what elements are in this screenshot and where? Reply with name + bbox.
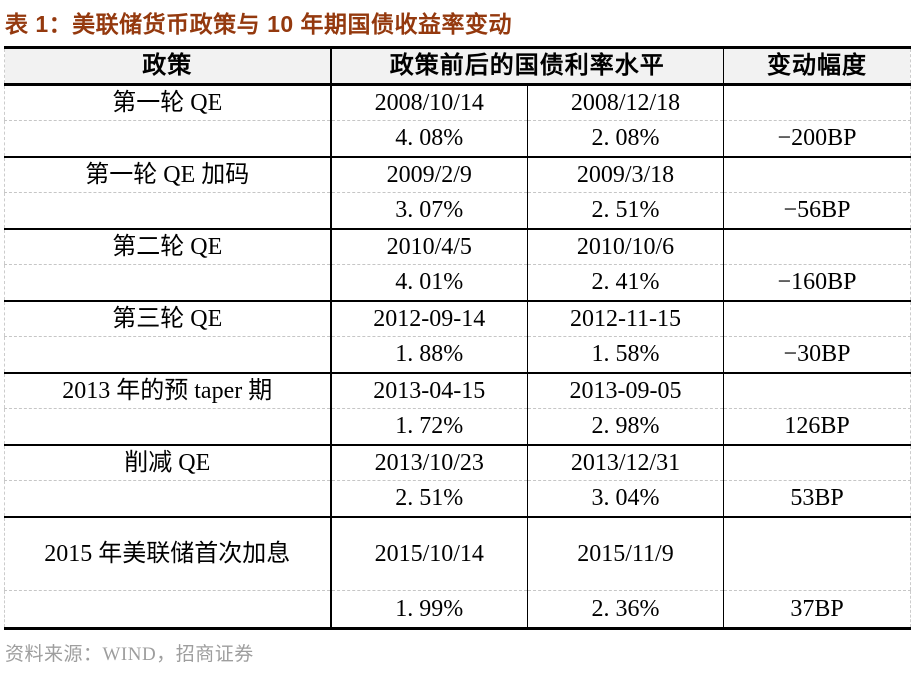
date-start-cell: 2013/10/23 bbox=[330, 444, 528, 481]
table-row-rates: 1. 88% 1. 58% −30BP bbox=[4, 336, 911, 373]
rate-end-cell: 2. 51% bbox=[527, 192, 724, 229]
change-cell: 126BP bbox=[784, 413, 850, 440]
policy-cell: 2015 年美联储首次加息 bbox=[4, 516, 332, 591]
rate-end-cell: 2. 08% bbox=[527, 120, 724, 157]
date-start-cell: 2009/2/9 bbox=[330, 156, 528, 193]
table-row-dates: 削减 QE 2013/10/23 2013/12/31 bbox=[4, 444, 911, 481]
table-row-rates: 1. 72% 2. 98% 126BP bbox=[4, 408, 911, 445]
policy-cell: 第三轮 QE bbox=[4, 300, 332, 337]
date-end-cell: 2010/10/6 bbox=[527, 228, 724, 265]
rate-end-cell: 2. 36% bbox=[527, 590, 724, 629]
rate-start-cell: 2. 51% bbox=[330, 480, 528, 517]
table-row-rates: 4. 01% 2. 41% −160BP bbox=[4, 264, 911, 301]
policy-cell: 第一轮 QE 加码 bbox=[4, 156, 332, 193]
table-row-dates: 第一轮 QE 加码 2009/2/9 2009/3/18 bbox=[4, 156, 911, 193]
date-start-cell: 2015/10/14 bbox=[330, 516, 528, 591]
header-change: 变动幅度 bbox=[767, 53, 867, 79]
date-start-cell: 2008/10/14 bbox=[330, 84, 528, 121]
date-start-cell: 2012-09-14 bbox=[330, 300, 528, 337]
rate-start-cell: 1. 99% bbox=[330, 590, 528, 629]
change-cell-empty bbox=[724, 229, 911, 265]
date-start-cell: 2010/4/5 bbox=[330, 228, 528, 265]
table-row-rates: 2. 51% 3. 04% 53BP bbox=[4, 480, 911, 517]
table-row-dates: 第二轮 QE 2010/4/5 2010/10/6 bbox=[4, 228, 911, 265]
date-end-cell: 2008/12/18 bbox=[527, 84, 724, 121]
rate-start-cell: 3. 07% bbox=[330, 192, 528, 229]
table-row-dates: 2013 年的预 taper 期 2013-04-15 2013-09-05 bbox=[4, 372, 911, 409]
source-note: 资料来源：WIND，招商证券 bbox=[5, 644, 254, 665]
change-cell: −200BP bbox=[777, 125, 857, 152]
report-page: 表 1：美联储货币政策与 10 年期国债收益率变动 政策 政策前后的国债利率水平… bbox=[4, 11, 911, 665]
change-cell: 37BP bbox=[790, 596, 844, 622]
policy-cell: 2013 年的预 taper 期 bbox=[4, 372, 332, 409]
table-row-rates: 3. 07% 2. 51% −56BP bbox=[4, 192, 911, 229]
header-policy: 政策 bbox=[4, 47, 332, 85]
policy-cell-empty bbox=[4, 408, 332, 445]
change-cell: −56BP bbox=[783, 197, 851, 224]
table-row-dates: 第一轮 QE 2008/10/14 2008/12/18 bbox=[4, 84, 911, 121]
change-cell-empty bbox=[724, 85, 911, 121]
table-row-rates: 1. 99% 2. 36% 37BP bbox=[4, 590, 911, 629]
rate-end-cell: 2. 98% bbox=[527, 408, 724, 445]
rate-start-cell: 4. 08% bbox=[330, 120, 528, 157]
policy-cell: 削减 QE bbox=[4, 444, 332, 481]
change-cell-empty bbox=[724, 301, 911, 337]
table-row-rates: 4. 08% 2. 08% −200BP bbox=[4, 120, 911, 157]
date-end-cell: 2013-09-05 bbox=[527, 372, 724, 409]
policy-cell-empty bbox=[4, 336, 332, 373]
policy-cell-empty bbox=[4, 192, 332, 229]
table-row-dates: 2015 年美联储首次加息 2015/10/14 2015/11/9 bbox=[4, 516, 911, 591]
policy-cell: 第一轮 QE bbox=[4, 84, 332, 121]
rate-end-cell: 2. 41% bbox=[527, 264, 724, 301]
header-row: 政策 政策前后的国债利率水平 变动幅度 bbox=[4, 47, 911, 85]
change-cell-empty bbox=[724, 157, 911, 193]
date-start-cell: 2013-04-15 bbox=[330, 372, 528, 409]
date-end-cell: 2012-11-15 bbox=[527, 300, 724, 337]
change-cell: −30BP bbox=[783, 341, 851, 368]
table-row-dates: 第三轮 QE 2012-09-14 2012-11-15 bbox=[4, 300, 911, 337]
date-end-cell: 2013/12/31 bbox=[527, 444, 724, 481]
rate-end-cell: 3. 04% bbox=[527, 480, 724, 517]
rate-start-cell: 4. 01% bbox=[330, 264, 528, 301]
change-cell-empty bbox=[724, 445, 911, 481]
rate-start-cell: 1. 88% bbox=[330, 336, 528, 373]
change-cell-empty bbox=[724, 517, 911, 591]
date-end-cell: 2015/11/9 bbox=[527, 516, 724, 591]
policy-cell: 第二轮 QE bbox=[4, 228, 332, 265]
change-cell: 53BP bbox=[790, 485, 844, 512]
rate-start-cell: 1. 72% bbox=[330, 408, 528, 445]
policy-cell-empty bbox=[4, 264, 332, 301]
change-cell-empty bbox=[724, 373, 911, 409]
header-rates: 政策前后的国债利率水平 bbox=[330, 47, 724, 85]
rate-end-cell: 1. 58% bbox=[527, 336, 724, 373]
date-end-cell: 2009/3/18 bbox=[527, 156, 724, 193]
policy-rate-table: 政策 政策前后的国债利率水平 变动幅度 第一轮 QE 2008/10/14 20… bbox=[4, 46, 911, 630]
table-title: 表 1：美联储货币政策与 10 年期国债收益率变动 bbox=[5, 11, 513, 37]
policy-cell-empty bbox=[4, 590, 332, 629]
change-cell: −160BP bbox=[777, 269, 857, 296]
policy-cell-empty bbox=[4, 480, 332, 517]
policy-cell-empty bbox=[4, 120, 332, 157]
